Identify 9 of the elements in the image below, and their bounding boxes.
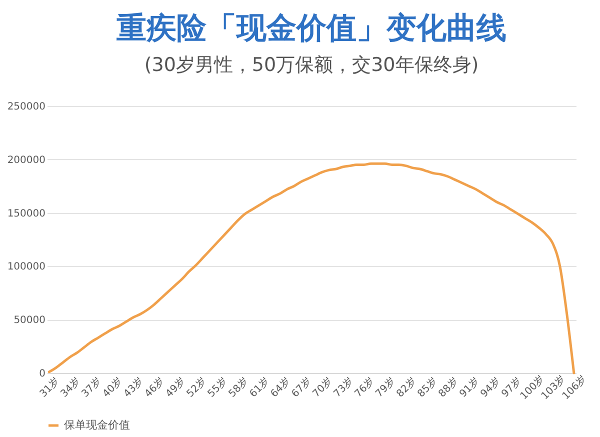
y-tick-label: 50000	[14, 315, 46, 326]
y-tick-label: 250000	[7, 102, 46, 112]
chart-subtitle: (30岁男性，50万保额，交30年保终身)	[144, 54, 479, 76]
y-tick-label: 150000	[7, 208, 46, 220]
legend-label: 保单现金价值	[64, 418, 130, 432]
y-tick-label: 100000	[7, 262, 46, 273]
y-tick-label: 200000	[7, 154, 46, 166]
chart-title: 重疾险「现金价值」变化曲线	[116, 11, 506, 46]
line-series	[48, 162, 576, 374]
